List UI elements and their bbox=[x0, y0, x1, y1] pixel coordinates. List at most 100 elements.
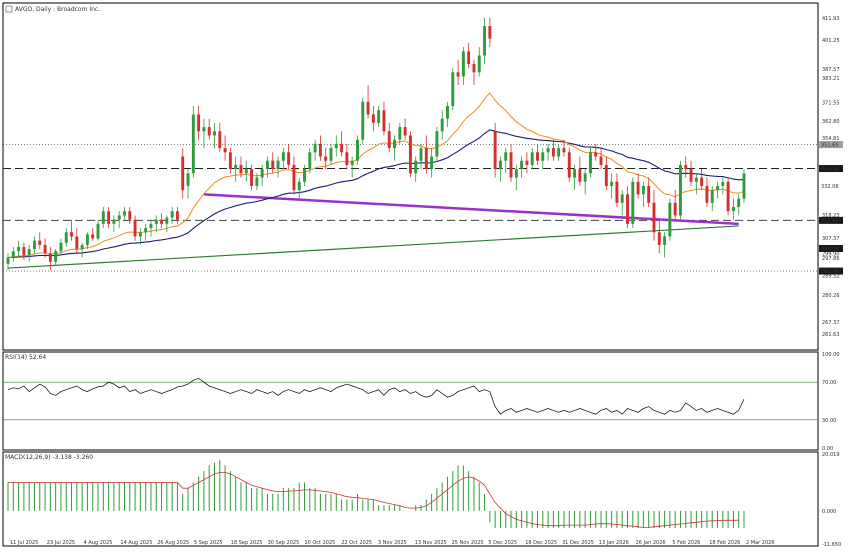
candle-body bbox=[430, 156, 434, 170]
candle-body bbox=[324, 156, 328, 161]
candle-body bbox=[54, 251, 58, 262]
candle-body bbox=[292, 164, 296, 191]
x-tick-label: 13 Nov 2025 bbox=[415, 540, 447, 546]
x-tick-label: 26 Aug 2025 bbox=[157, 540, 189, 546]
candle-body bbox=[520, 160, 524, 170]
candle-body bbox=[578, 169, 582, 182]
candle-body bbox=[705, 185, 709, 203]
candle-body bbox=[276, 160, 280, 170]
candle-body bbox=[149, 223, 153, 229]
x-tick-label: 30 Sep 2025 bbox=[268, 540, 300, 546]
candle-body bbox=[694, 177, 698, 182]
candle-body bbox=[202, 127, 206, 132]
candle-body bbox=[424, 148, 428, 170]
candle-body bbox=[472, 63, 476, 73]
candle-body bbox=[160, 219, 164, 224]
candle-body bbox=[419, 148, 423, 161]
macd-y-tick-label: -11.650 bbox=[822, 542, 841, 548]
candle-body bbox=[588, 152, 592, 174]
rsi-panel-frame bbox=[2, 351, 819, 451]
candle-body bbox=[525, 160, 529, 165]
candle-body bbox=[287, 152, 291, 165]
candle-body bbox=[446, 106, 449, 119]
candle-body bbox=[123, 211, 126, 216]
candle-body bbox=[371, 114, 375, 123]
x-tick-label: 3 Nov 2025 bbox=[378, 540, 407, 546]
candle-body bbox=[541, 152, 545, 161]
candle-body bbox=[128, 211, 132, 220]
candle-body bbox=[551, 148, 555, 157]
candle-body bbox=[615, 181, 619, 203]
candle-body bbox=[329, 148, 333, 161]
symbol-icon bbox=[5, 5, 13, 13]
candle-body bbox=[536, 152, 539, 161]
ema-fast-line bbox=[7, 92, 745, 258]
x-tick-label: 31 Dec 2025 bbox=[562, 540, 594, 546]
price-label-box bbox=[819, 216, 843, 224]
macd-title: MACD(12,26,9) -3.138 -3.260 bbox=[5, 454, 93, 461]
y-tick-label: 362.80 bbox=[822, 119, 840, 125]
candle-body bbox=[684, 164, 688, 170]
candle-body bbox=[340, 143, 344, 153]
candle-body bbox=[318, 143, 322, 157]
y-tick-label: 318.23 bbox=[822, 213, 840, 219]
candle-body bbox=[361, 101, 365, 140]
candle-body bbox=[43, 244, 47, 254]
candle-body bbox=[191, 114, 195, 174]
candle-body bbox=[726, 181, 730, 212]
candle-body bbox=[255, 177, 259, 186]
candle-body bbox=[504, 152, 508, 161]
candle-body bbox=[17, 246, 21, 252]
price-label-box bbox=[819, 244, 843, 252]
y-tick-label: 387.57 bbox=[822, 67, 840, 73]
candle-body bbox=[377, 110, 381, 123]
candle-body bbox=[303, 169, 306, 182]
candle-body bbox=[583, 173, 587, 182]
y-tick-label: 299.90 bbox=[822, 252, 840, 258]
x-tick-label: 18 Sep 2025 bbox=[231, 540, 263, 546]
candle-body bbox=[218, 131, 222, 149]
candle-body bbox=[133, 219, 137, 237]
candle-body bbox=[737, 198, 741, 208]
candle-body bbox=[599, 156, 603, 165]
rsi-line bbox=[7, 378, 745, 415]
candle-body bbox=[366, 101, 370, 115]
candle-body bbox=[461, 51, 465, 77]
ema-slow-line bbox=[7, 129, 745, 259]
candle-body bbox=[59, 242, 63, 252]
candle-body bbox=[85, 234, 89, 245]
rsi-y-tick-label: 100.00 bbox=[822, 352, 840, 358]
candle-body bbox=[175, 211, 179, 220]
candle-body bbox=[186, 173, 190, 186]
candle-body bbox=[260, 169, 264, 178]
candle-body bbox=[626, 194, 629, 224]
candle-body bbox=[408, 135, 412, 174]
candle-body bbox=[96, 223, 100, 239]
candle-body bbox=[546, 148, 550, 153]
candle-body bbox=[477, 55, 481, 73]
rsi-y-tick-label: 0.00 bbox=[822, 446, 833, 452]
y-tick-label: 383.21 bbox=[822, 76, 840, 82]
candle-body bbox=[70, 232, 73, 237]
candle-body bbox=[604, 164, 608, 186]
trendline bbox=[203, 193, 739, 226]
candle-body bbox=[297, 181, 301, 191]
candle-body bbox=[398, 127, 402, 140]
candle-body bbox=[700, 177, 704, 186]
candle-body bbox=[567, 152, 571, 178]
x-tick-label: 13 Jan 2026 bbox=[599, 540, 629, 546]
x-tick-label: 26 Jan 2026 bbox=[636, 540, 666, 546]
candle-body bbox=[11, 251, 15, 258]
price-label-text: 291.56 bbox=[821, 269, 839, 275]
candle-body bbox=[334, 143, 338, 149]
price-label-text: 351.65 bbox=[821, 143, 839, 149]
candle-body bbox=[239, 164, 243, 174]
x-tick-label: 5 Dec 2025 bbox=[488, 540, 517, 546]
rsi-y-tick-label: 30.00 bbox=[822, 418, 836, 424]
candle-body bbox=[345, 152, 349, 165]
candle-body bbox=[514, 169, 518, 178]
candle-body bbox=[265, 160, 269, 170]
candle-body bbox=[673, 202, 677, 216]
candle-body bbox=[213, 131, 216, 136]
candle-body bbox=[636, 181, 640, 195]
